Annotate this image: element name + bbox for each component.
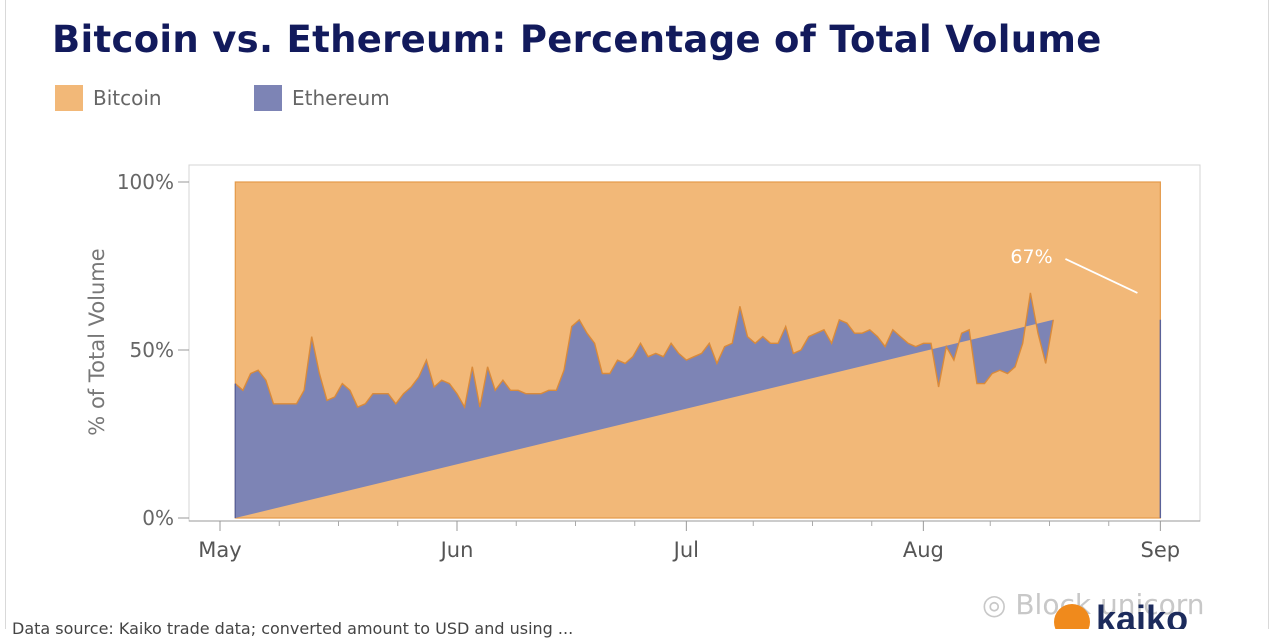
area-ethereum bbox=[235, 292, 1054, 518]
x-tick-label: Jun bbox=[439, 538, 474, 562]
y-tick-label: 100% bbox=[117, 170, 174, 194]
x-tick-label: Aug bbox=[903, 538, 944, 562]
kaiko-logo: kaiko bbox=[1040, 598, 1250, 629]
kaiko-logo-icon bbox=[1054, 604, 1090, 629]
y-axis-label: % of Total Volume bbox=[85, 248, 109, 435]
frame-right-border bbox=[1268, 0, 1269, 629]
wechat-icon: ◎ bbox=[982, 588, 1007, 621]
legend-swatch-ethereum bbox=[254, 85, 282, 111]
x-tick-label: Sep bbox=[1141, 538, 1181, 562]
y-axis: 0% 50% 100% bbox=[117, 170, 189, 530]
legend-swatch-bitcoin bbox=[55, 85, 83, 111]
x-tick-label: Jul bbox=[672, 538, 699, 562]
x-axis: May Jun Jul Aug Sep bbox=[189, 520, 1200, 562]
annotation-label: 67% bbox=[1010, 246, 1052, 268]
chart-areas bbox=[234, 181, 1162, 519]
chart-annotations: 67% bbox=[1010, 246, 1138, 294]
frame-left-border bbox=[5, 0, 6, 629]
x-tick-label: May bbox=[198, 538, 241, 562]
chart-title: Bitcoin vs. Ethereum: Percentage of Tota… bbox=[52, 18, 1102, 61]
watermark-text: Block unicorn bbox=[1015, 588, 1205, 621]
annotation-leader-line bbox=[1065, 258, 1138, 294]
y-tick-label: 50% bbox=[130, 338, 174, 362]
watermark: ◎ Block unicorn bbox=[982, 588, 1205, 621]
legend-label-bitcoin: Bitcoin bbox=[93, 86, 162, 110]
series-boundary-line bbox=[234, 292, 1054, 410]
y-tick-label: 0% bbox=[142, 506, 174, 530]
kaiko-logo-text: kaiko bbox=[1096, 598, 1189, 629]
legend-label-ethereum: Ethereum bbox=[292, 86, 390, 110]
